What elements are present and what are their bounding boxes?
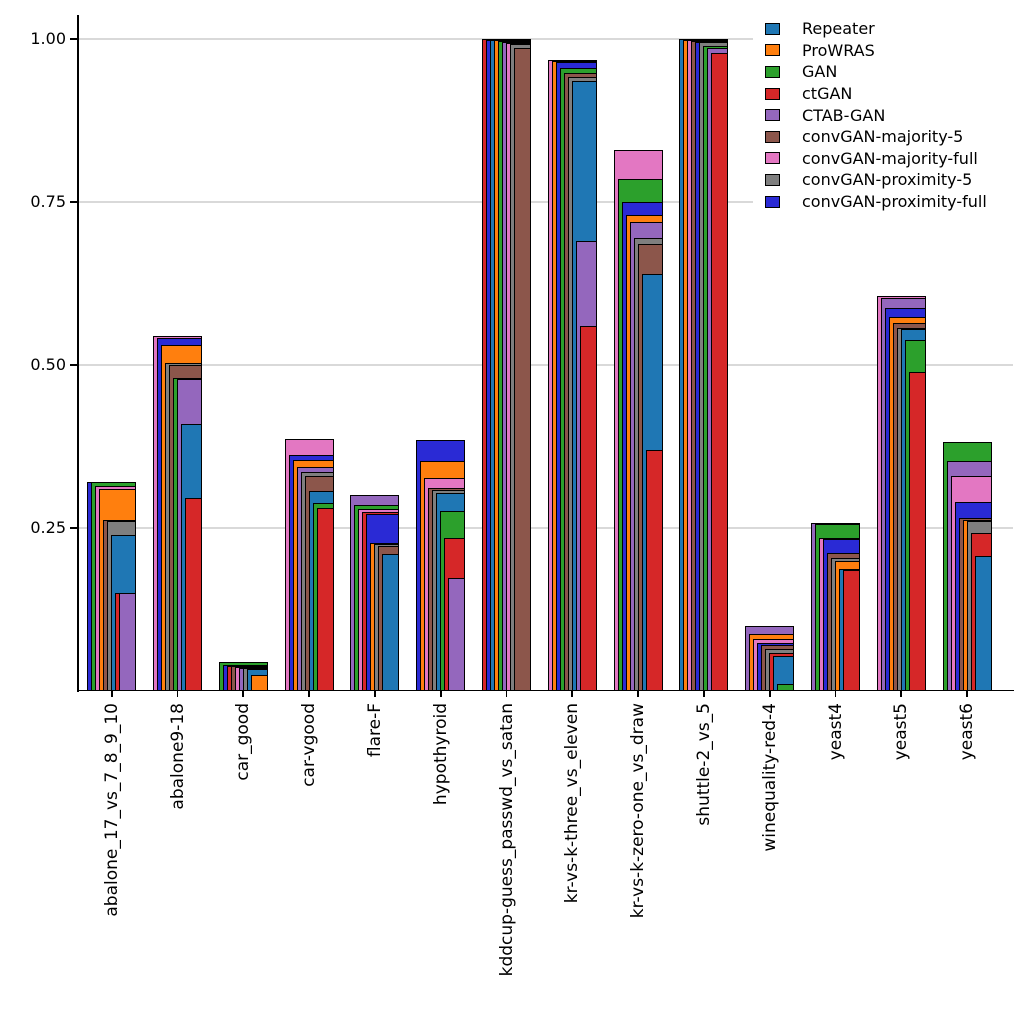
y-tick-mark bbox=[70, 364, 77, 366]
gridline-1.00 bbox=[78, 38, 1013, 40]
x-tick-mark bbox=[242, 691, 245, 697]
x-tick-label-hypothyroid: hypothyroid bbox=[430, 703, 451, 806]
legend-item-convGAN-proximity-full: convGAN-proximity-full bbox=[765, 191, 1024, 213]
x-tick-label-shuttle-2_vs_5: shuttle-2_vs_5 bbox=[693, 703, 714, 826]
x-tick-label-flare-F: flare-F bbox=[364, 703, 385, 758]
x-tick-mark bbox=[308, 691, 310, 697]
x-tick-mark bbox=[703, 691, 705, 697]
x-tick-mark bbox=[571, 691, 574, 697]
legend-label: convGAN-proximity-full bbox=[802, 192, 987, 212]
legend-swatch-icon bbox=[765, 152, 780, 165]
legend-item-GAN: GAN bbox=[765, 61, 1024, 83]
y-tick-label: 0.75 bbox=[30, 192, 66, 212]
x-tick-label-abalone_17_vs_7_8_9_10: abalone_17_vs_7_8_9_10 bbox=[101, 703, 122, 917]
y-tick-label: 1.00 bbox=[30, 29, 66, 49]
legend-item-ctGAN: ctGAN bbox=[765, 83, 1024, 105]
x-tick-mark bbox=[176, 691, 179, 697]
legend-item-convGAN-majority-full: convGAN-majority-full bbox=[765, 148, 1024, 170]
gridline-0.75 bbox=[78, 201, 1013, 203]
x-tick-mark bbox=[439, 691, 442, 697]
x-tick-mark bbox=[900, 691, 903, 697]
legend-swatch-icon bbox=[765, 87, 780, 100]
legend-swatch-icon bbox=[765, 130, 780, 143]
x-tick-label-winequality-red-4: winequality-red-4 bbox=[759, 703, 780, 852]
legend-swatch-icon bbox=[765, 109, 780, 122]
y-tick-mark bbox=[70, 201, 77, 203]
x-tick-label-kddcup-guess_passwd_vs_satan: kddcup-guess_passwd_vs_satan bbox=[496, 703, 517, 977]
legend-label: convGAN-proximity-5 bbox=[802, 170, 973, 190]
x-axis-line bbox=[77, 689, 1014, 692]
legend-label: convGAN-majority-full bbox=[802, 148, 978, 168]
legend: Repeater ProWRAS GAN ctGAN CTAB-GAN convGAN-m… bbox=[753, 13, 1024, 218]
gridline-0.25 bbox=[78, 527, 1013, 529]
legend-item-convGAN-majority-5: convGAN-majority-5 bbox=[765, 126, 1024, 148]
y-tick-mark bbox=[70, 527, 77, 529]
x-tick-mark bbox=[966, 691, 968, 697]
x-tick-mark bbox=[637, 691, 639, 697]
legend-swatch-icon bbox=[765, 44, 780, 57]
y-tick-label: 0.25 bbox=[30, 518, 66, 538]
x-tick-label-car-vgood: car-vgood bbox=[299, 703, 320, 787]
y-tick-label: 0.50 bbox=[30, 355, 66, 375]
legend-swatch-icon bbox=[765, 195, 780, 208]
gridline-0.50 bbox=[78, 364, 1013, 366]
y-axis-line bbox=[77, 15, 79, 692]
legend-label: Repeater bbox=[802, 19, 875, 39]
x-tick-mark bbox=[505, 691, 508, 697]
x-tick-label-yeast4: yeast4 bbox=[825, 703, 846, 761]
legend-swatch-icon bbox=[765, 173, 780, 186]
legend-label: ProWRAS bbox=[802, 40, 875, 60]
legend-label: ctGAN bbox=[802, 84, 853, 104]
x-tick-label-kr-vs-k-zero-one_vs_draw: kr-vs-k-zero-one_vs_draw bbox=[628, 703, 649, 919]
legend-item-CTAB-GAN: CTAB-GAN bbox=[765, 104, 1024, 126]
x-tick-mark bbox=[834, 691, 837, 697]
x-tick-label-car_good: car_good bbox=[233, 703, 254, 781]
y-tick-mark bbox=[70, 38, 77, 40]
x-tick-mark bbox=[374, 691, 376, 697]
legend-label: GAN bbox=[802, 62, 838, 82]
legend-item-convGAN-proximity-5: convGAN-proximity-5 bbox=[765, 169, 1024, 191]
legend-label: CTAB-GAN bbox=[802, 105, 886, 125]
legend-item-Repeater: Repeater bbox=[765, 18, 1024, 40]
x-tick-label-yeast6: yeast6 bbox=[957, 703, 978, 761]
x-tick-mark bbox=[768, 691, 771, 697]
x-tick-label-kr-vs-k-three_vs_eleven: kr-vs-k-three_vs_eleven bbox=[562, 703, 583, 904]
x-tick-mark bbox=[110, 691, 113, 697]
legend-item-ProWRAS: ProWRAS bbox=[765, 40, 1024, 62]
legend-swatch-icon bbox=[765, 65, 780, 78]
x-tick-label-abalone9-18: abalone9-18 bbox=[167, 703, 188, 810]
legend-swatch-icon bbox=[765, 22, 780, 35]
x-tick-label-yeast5: yeast5 bbox=[891, 703, 912, 761]
legend-label: convGAN-majority-5 bbox=[802, 127, 964, 147]
